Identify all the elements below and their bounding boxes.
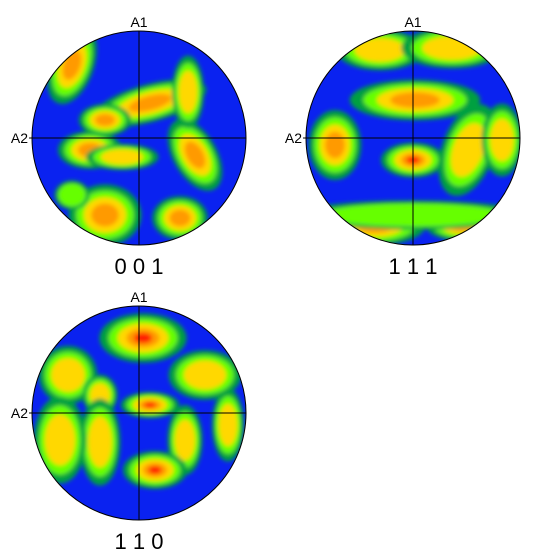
contour-region <box>422 36 482 60</box>
intensity-contours <box>33 313 244 489</box>
contour-region <box>169 209 191 227</box>
contour-region <box>148 466 162 474</box>
figure-title: 1 1 1 <box>389 254 438 279</box>
axis-label: A1 <box>130 289 147 305</box>
contour-region <box>490 118 514 162</box>
intensity-contours <box>47 31 223 245</box>
contour-region <box>218 403 238 447</box>
pole-figure: A1 A2 1 1 1 <box>285 14 521 279</box>
contour-region <box>58 183 86 207</box>
pole-figure: A1 A2 1 1 0 <box>11 289 247 550</box>
figure-title: 0 0 1 <box>115 254 164 279</box>
contour-region <box>88 416 112 468</box>
contour-region <box>44 414 76 466</box>
contour-region <box>174 419 196 461</box>
contour-region <box>51 358 85 392</box>
contour-region <box>91 203 119 227</box>
contour-region <box>100 149 144 165</box>
contour-region <box>183 360 227 390</box>
contour-region <box>144 402 156 408</box>
axis-label: A2 <box>11 130 28 146</box>
axis-label: A2 <box>285 130 302 146</box>
contour-region <box>184 141 206 169</box>
axis-label: A2 <box>11 405 28 421</box>
contour-region <box>354 38 406 62</box>
pole-figure: A1 A2 0 0 1 <box>11 14 247 279</box>
contour-region <box>178 70 198 114</box>
axis-label: A1 <box>404 14 421 30</box>
axis-label: A1 <box>130 14 147 30</box>
contour-region <box>95 113 115 127</box>
contour-region <box>450 123 486 177</box>
contour-region <box>390 92 440 108</box>
figure-title: 1 1 0 <box>115 529 164 550</box>
contour-region <box>325 131 345 159</box>
contour-region <box>134 332 152 344</box>
